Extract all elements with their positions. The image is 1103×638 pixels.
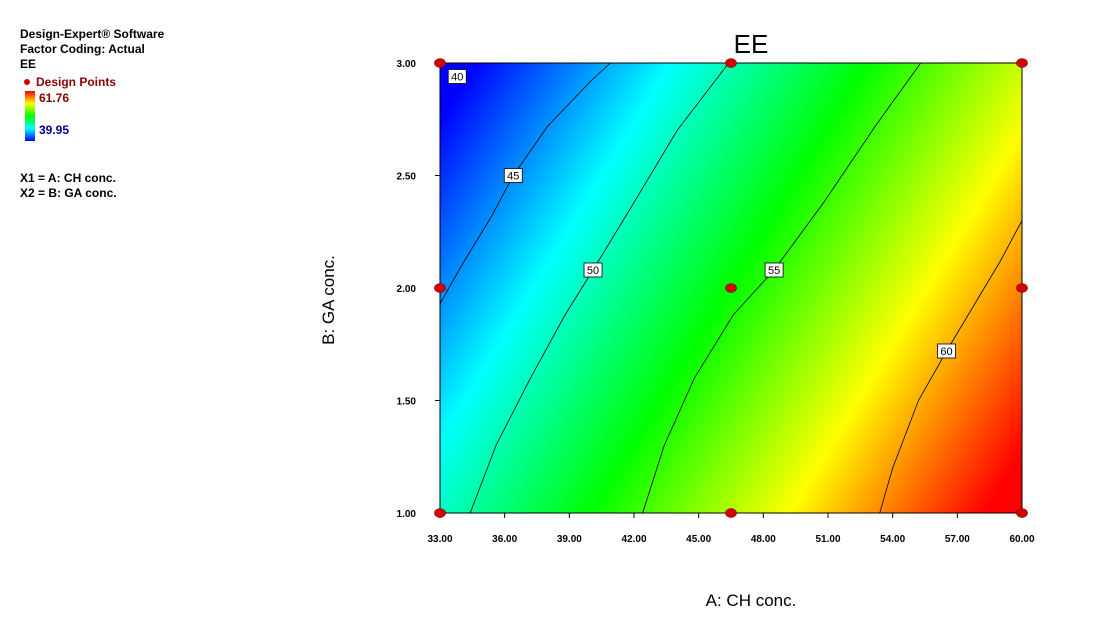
x-tick-label: 42.00 [621, 534, 646, 545]
design-point [1016, 508, 1028, 518]
x-tick-label: 36.00 [492, 534, 517, 545]
contour-label-45: 45 [503, 168, 523, 183]
design-point [725, 283, 737, 293]
design-points-legend: Design Points [24, 75, 116, 89]
x-axis-title: A: CH conc. [706, 591, 797, 610]
design-point [1016, 283, 1028, 293]
contour-label-text: 45 [507, 171, 519, 183]
design-point [725, 508, 737, 518]
contour-label-text: 60 [940, 346, 952, 358]
x2-definition: X2 = B: GA conc. [20, 186, 117, 200]
contour-label-55: 55 [764, 262, 784, 278]
contour-label-60: 60 [937, 343, 956, 359]
software-info: Design-Expert® Software Factor Coding: A… [20, 27, 164, 72]
chart-title: EE [734, 29, 769, 59]
contour-label-50: 50 [583, 262, 603, 278]
design-point-icon [24, 79, 30, 85]
color-scale-min: 39.95 [39, 123, 70, 137]
contour-label-box [503, 168, 523, 183]
design-points-label: Design Points [36, 75, 117, 89]
contour-label-40: 40 [447, 69, 467, 84]
contour-label-text: 50 [587, 265, 599, 277]
x-tick-label: 45.00 [686, 534, 711, 545]
x1-definition: X1 = A: CH conc. [20, 171, 116, 185]
color-scale-max: 61.76 [39, 91, 70, 105]
y-axis-title: B: GA conc. [319, 255, 338, 345]
design-point [434, 283, 446, 293]
factor-coding: Factor Coding: Actual [20, 42, 145, 56]
y-tick-label: 1.50 [397, 397, 417, 408]
x-tick-label: 57.00 [945, 534, 970, 545]
color-scale-bar [25, 91, 35, 141]
design-point [434, 508, 446, 518]
y-tick-label: 2.50 [397, 172, 417, 183]
contour-label-box [764, 262, 784, 278]
design-point [1016, 58, 1028, 68]
design-point [434, 58, 446, 68]
response-name: EE [20, 57, 37, 71]
x-tick-label: 51.00 [815, 534, 840, 545]
software-name: Design-Expert® Software [20, 27, 165, 41]
contour-line-50 [469, 62, 730, 514]
y-tick-label: 1.00 [397, 509, 417, 520]
x-tick-label: 54.00 [880, 534, 905, 545]
y-tick-label: 3.00 [397, 59, 417, 70]
y-tick-label: 2.00 [397, 284, 417, 295]
design-point [725, 58, 737, 68]
x-tick-label: 33.00 [427, 534, 452, 545]
contour-label-text: 40 [451, 72, 463, 84]
contour-line-55 [642, 62, 922, 514]
x-tick-label: 60.00 [1009, 534, 1034, 545]
x-tick-label: 48.00 [751, 534, 776, 545]
contour-label-box [583, 262, 603, 278]
factor-definitions: X1 = A: CH conc. X2 = B: GA conc. [20, 171, 117, 201]
contour-label-box [447, 69, 467, 84]
x-tick-label: 39.00 [557, 534, 582, 545]
contour-label-text: 55 [768, 265, 780, 277]
contour-label-box [937, 343, 956, 359]
